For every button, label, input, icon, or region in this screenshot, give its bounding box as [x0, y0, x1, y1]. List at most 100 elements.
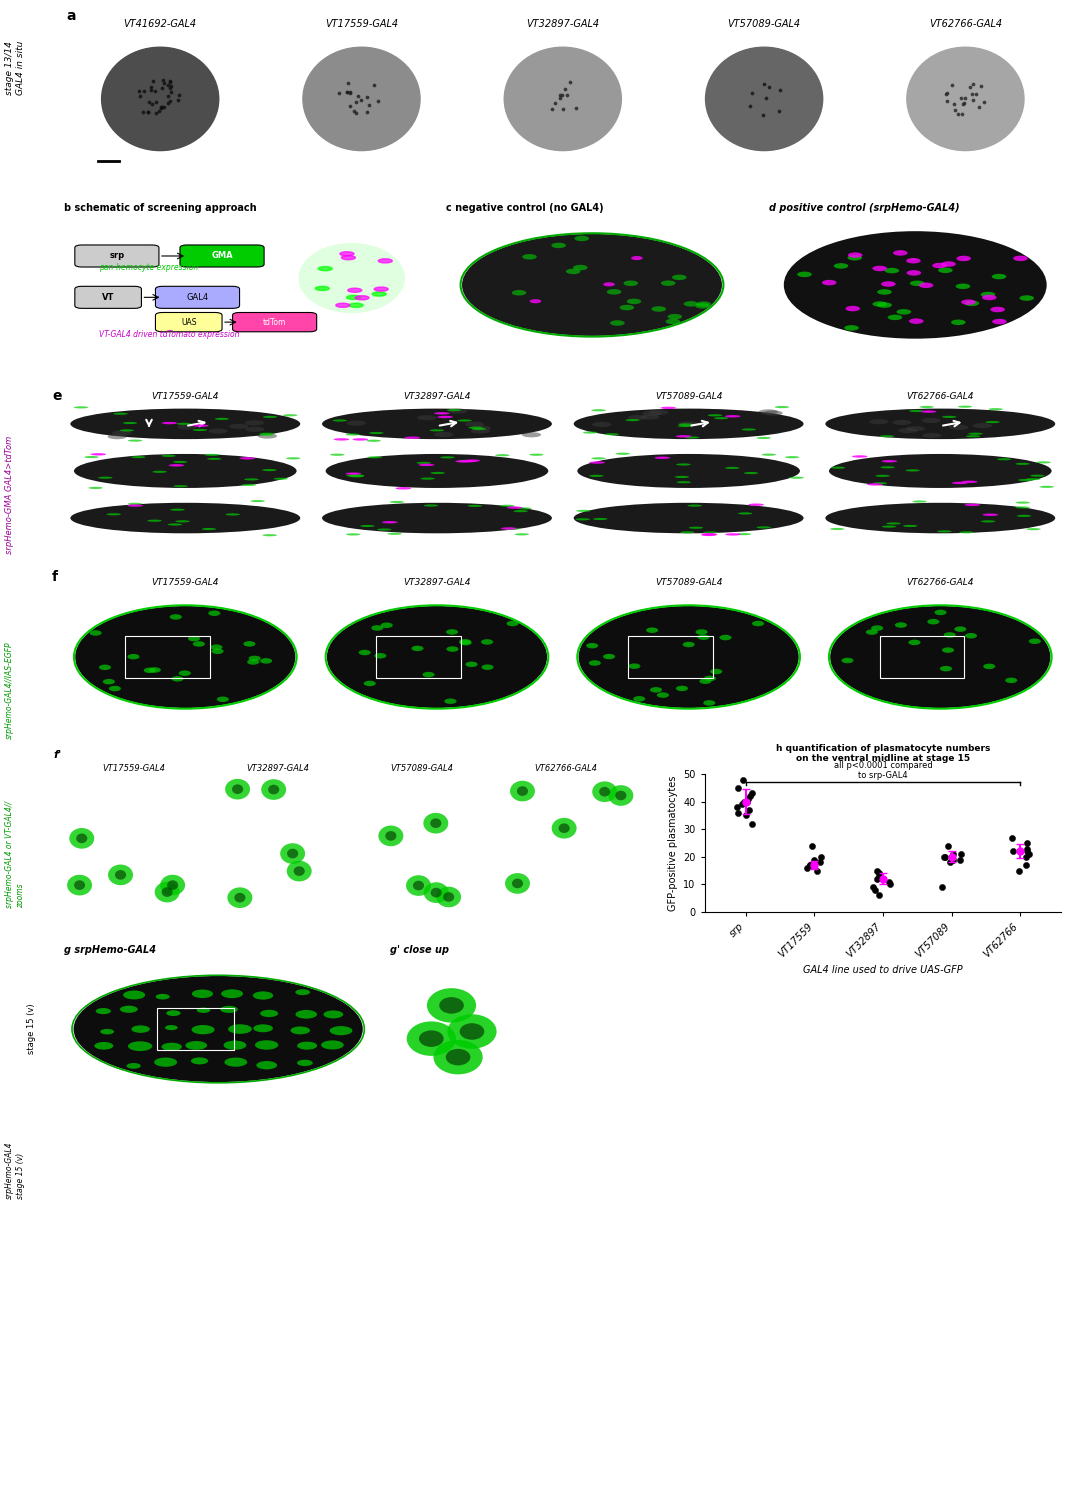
Text: c negative control (no GAL4): c negative control (no GAL4): [446, 204, 604, 213]
Ellipse shape: [193, 640, 205, 646]
Ellipse shape: [592, 410, 606, 411]
Ellipse shape: [287, 849, 298, 858]
Ellipse shape: [98, 477, 113, 478]
Ellipse shape: [725, 416, 741, 417]
Ellipse shape: [172, 676, 183, 681]
Ellipse shape: [330, 453, 345, 456]
Ellipse shape: [192, 1024, 214, 1035]
Ellipse shape: [360, 525, 374, 526]
Ellipse shape: [921, 411, 936, 413]
Ellipse shape: [446, 1048, 471, 1065]
Ellipse shape: [895, 622, 907, 628]
Ellipse shape: [873, 302, 887, 307]
Bar: [376, 636, 461, 678]
Ellipse shape: [102, 46, 219, 150]
Ellipse shape: [346, 534, 360, 536]
Ellipse shape: [256, 1060, 277, 1070]
Point: [552, 84, 569, 108]
Ellipse shape: [349, 303, 363, 307]
Ellipse shape: [938, 267, 953, 273]
Ellipse shape: [173, 460, 188, 464]
Point: [559, 82, 576, 106]
Ellipse shape: [955, 284, 970, 290]
Ellipse shape: [349, 476, 363, 477]
Ellipse shape: [714, 417, 729, 420]
Ellipse shape: [575, 236, 589, 242]
Point: [159, 92, 176, 116]
Ellipse shape: [465, 662, 478, 668]
Point: [135, 99, 152, 123]
Point: [152, 94, 169, 118]
Ellipse shape: [90, 453, 106, 456]
Ellipse shape: [445, 699, 457, 703]
Ellipse shape: [460, 640, 472, 645]
Ellipse shape: [877, 303, 892, 307]
Ellipse shape: [736, 532, 751, 536]
Bar: [628, 636, 713, 678]
Ellipse shape: [220, 1007, 238, 1013]
Point: [952, 842, 969, 866]
Point: [360, 93, 377, 117]
Ellipse shape: [822, 280, 836, 285]
Ellipse shape: [253, 1024, 273, 1032]
Ellipse shape: [326, 454, 548, 488]
Ellipse shape: [1018, 478, 1032, 482]
Title: VT17559-GAL4: VT17559-GAL4: [151, 393, 219, 402]
Ellipse shape: [371, 626, 384, 630]
Ellipse shape: [318, 267, 332, 270]
Ellipse shape: [208, 610, 221, 616]
Ellipse shape: [128, 503, 143, 506]
FancyBboxPatch shape: [180, 244, 264, 267]
Ellipse shape: [94, 1042, 114, 1050]
Point: [148, 90, 165, 114]
Ellipse shape: [981, 291, 995, 297]
Point: [139, 100, 157, 124]
Ellipse shape: [430, 472, 445, 474]
Point: [943, 72, 961, 96]
Point: [147, 80, 164, 104]
Point: [953, 86, 970, 109]
Ellipse shape: [251, 500, 265, 502]
Ellipse shape: [1019, 296, 1034, 302]
Ellipse shape: [869, 419, 889, 424]
Ellipse shape: [126, 1064, 140, 1068]
Ellipse shape: [115, 870, 126, 879]
Ellipse shape: [704, 675, 716, 681]
Ellipse shape: [74, 976, 362, 1082]
Ellipse shape: [205, 454, 219, 456]
Ellipse shape: [515, 534, 530, 536]
Ellipse shape: [70, 828, 94, 849]
Point: [951, 847, 968, 871]
Ellipse shape: [649, 410, 668, 416]
Ellipse shape: [954, 627, 966, 632]
Point: [562, 69, 579, 93]
Ellipse shape: [128, 654, 139, 660]
Ellipse shape: [991, 306, 1004, 312]
Point: [353, 87, 370, 111]
Point: [965, 72, 982, 96]
Point: [136, 80, 153, 104]
Ellipse shape: [965, 633, 977, 639]
Ellipse shape: [688, 526, 703, 530]
Ellipse shape: [757, 526, 771, 528]
Ellipse shape: [551, 243, 566, 248]
Point: [142, 75, 159, 99]
Point: [880, 870, 897, 894]
Point: [366, 72, 383, 96]
Ellipse shape: [965, 504, 980, 506]
Ellipse shape: [687, 504, 702, 507]
Ellipse shape: [103, 680, 115, 684]
Ellipse shape: [959, 531, 973, 534]
Point: [941, 850, 958, 874]
Ellipse shape: [369, 432, 384, 433]
Point: [743, 812, 760, 836]
Ellipse shape: [966, 435, 981, 438]
Ellipse shape: [702, 532, 717, 536]
Ellipse shape: [416, 462, 431, 464]
Point: [553, 82, 570, 106]
Point: [812, 850, 829, 874]
Ellipse shape: [436, 886, 461, 908]
Ellipse shape: [75, 606, 296, 708]
Ellipse shape: [880, 435, 894, 438]
Point: [734, 768, 751, 792]
